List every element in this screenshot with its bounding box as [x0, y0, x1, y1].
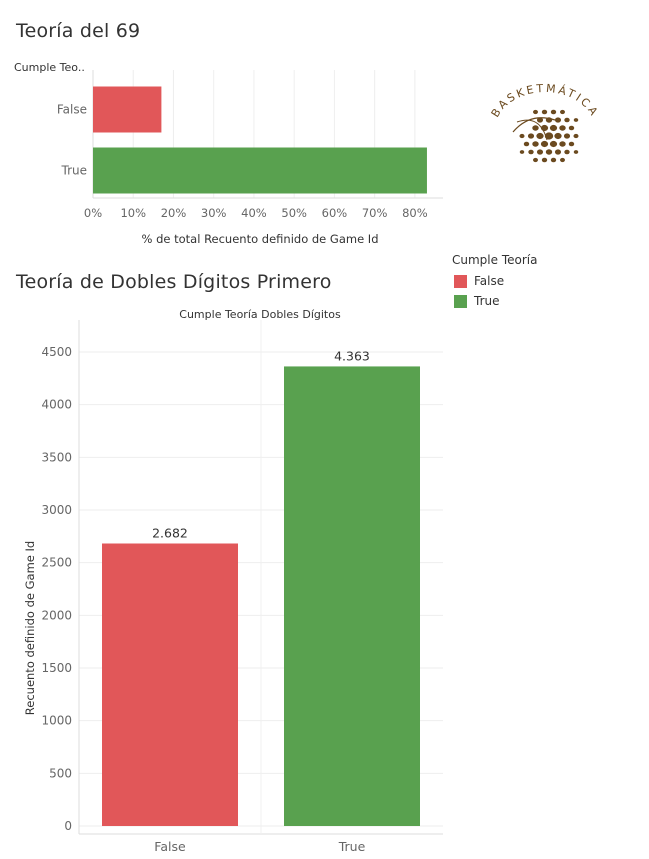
y-tick-label: 1000: [41, 714, 72, 728]
logo-dot: [560, 109, 565, 115]
logo-dot: [519, 150, 525, 154]
x-tick-label: 50%: [281, 206, 307, 220]
y-tick-label: 3000: [41, 503, 72, 517]
legend: Cumple Teoría False True: [452, 253, 537, 311]
legend-swatch-true: [454, 294, 467, 308]
chart-title-teoria-69: Teoría del 69: [16, 20, 141, 42]
y-tick-label: 3500: [41, 450, 72, 464]
basketmatica-logo: BASKETMÁTICA: [485, 82, 605, 172]
bar-false: [102, 543, 238, 826]
legend-title: Cumple Teoría: [452, 253, 538, 267]
bar-false: [93, 86, 162, 133]
x-tick-label: 80%: [402, 206, 428, 220]
x-tick-label: 0%: [84, 206, 102, 220]
bar-true: [93, 147, 427, 194]
x-category-label: True: [338, 839, 366, 854]
legend-label-false: False: [474, 274, 505, 288]
logo-dot: [550, 157, 557, 163]
x-tick-label: 70%: [362, 206, 388, 220]
logo-dot: [532, 141, 539, 147]
y-tick-label: 0: [64, 819, 72, 833]
y-category-label: True: [61, 164, 88, 178]
x-tick-label: 10%: [120, 206, 146, 220]
logo-dot: [564, 149, 570, 155]
logo-dot: [564, 117, 570, 123]
logo-dot: [568, 141, 575, 147]
logo-dot: [545, 149, 553, 155]
row-header: Cumple Teo..: [14, 61, 85, 74]
y-tick-label: 500: [49, 766, 72, 780]
logo-dot: [541, 157, 548, 163]
column-header: Cumple Teoría Dobles Dígitos: [179, 308, 341, 321]
logo-dot: [554, 132, 562, 140]
logo-dot: [519, 133, 525, 139]
logo-dot: [573, 133, 579, 139]
y-axis-title: Recuento definido de Game Id: [23, 541, 37, 715]
y-tick-label: 1500: [41, 661, 72, 675]
bar-true: [284, 366, 420, 826]
logo-dot: [544, 132, 554, 140]
legend-item-false[interactable]: False: [452, 271, 537, 291]
x-category-label: False: [154, 839, 186, 854]
x-tick-label: 40%: [241, 206, 267, 220]
logo-dot: [533, 109, 538, 115]
logo-dot: [554, 117, 562, 123]
x-axis-title: % de total Recuento definido de Game Id: [142, 232, 379, 246]
basketball-logo-icon: BASKETMÁTICA: [489, 82, 599, 163]
y-tick-label: 4000: [41, 398, 72, 412]
logo-dot: [560, 157, 565, 163]
logo-dot: [536, 132, 544, 140]
data-label: 2.682: [152, 525, 188, 540]
bar-chart-teoria-69[interactable]: 0% 10% 20% 30% 40% 50% 60% 70% 80% False True % de …: [0, 70, 450, 255]
logo-dot: [541, 109, 548, 115]
logo-dot: [523, 141, 530, 147]
logo-dot: [563, 133, 571, 139]
logo-dot: [527, 133, 535, 139]
logo-dot: [540, 140, 549, 148]
y-category-label: False: [57, 103, 87, 117]
legend-item-true[interactable]: True: [452, 291, 537, 311]
y-tick-label: 4500: [41, 345, 72, 359]
logo-dot: [536, 117, 544, 123]
x-tick-label: 20%: [161, 206, 187, 220]
legend-label-true: True: [474, 294, 500, 308]
bar-chart-dobles-digitos[interactable]: 0 500 1000 1500 2000 2500 3000 3500 4000 4500 2.68…: [0, 320, 450, 859]
y-tick-label: 2000: [41, 608, 72, 622]
logo-dot: [549, 140, 558, 148]
logo-dot: [573, 150, 579, 154]
logo-dot: [568, 125, 575, 131]
chart-title-dobles-digitos: Teoría de Dobles Dígitos Primero: [16, 271, 332, 293]
logo-dot: [573, 118, 579, 122]
logo-dot: [536, 149, 544, 155]
logo-dot: [550, 109, 557, 115]
logo-dot: [528, 149, 534, 155]
logo-dot: [559, 125, 566, 131]
logo-dot: [532, 125, 539, 131]
x-tick-label: 30%: [201, 206, 227, 220]
data-label: 4.363: [334, 348, 370, 363]
y-tick-label: 2500: [41, 556, 72, 570]
logo-dot: [554, 149, 562, 155]
logo-dot: [559, 141, 566, 147]
logo-dot: [533, 157, 538, 163]
legend-swatch-false: [454, 274, 467, 288]
x-tick-label: 60%: [322, 206, 348, 220]
logo-dot: [549, 124, 558, 132]
